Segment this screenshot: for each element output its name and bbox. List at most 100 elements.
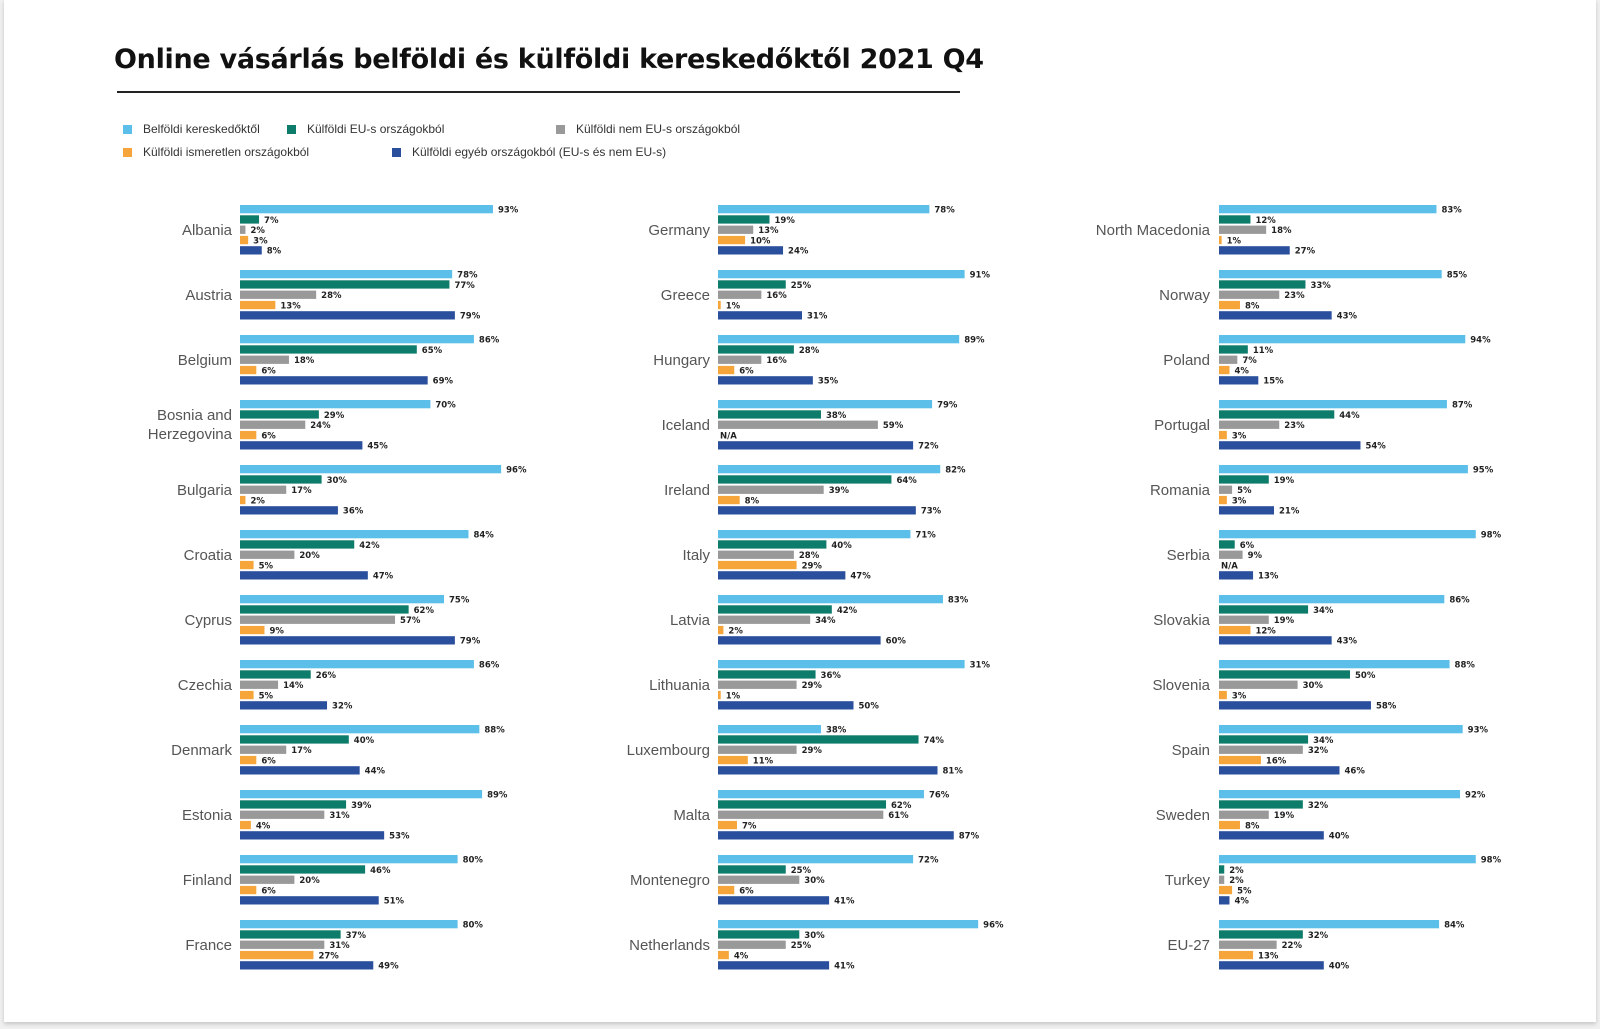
country-label-greece: Greece <box>661 287 710 304</box>
bar-bosnia-and-herzegovina-other <box>240 441 363 450</box>
bar-italy-other <box>718 571 846 580</box>
bar-albania-non_eu <box>240 225 246 234</box>
bar-latvia-non_eu <box>718 615 811 624</box>
value-label-poland-eu: 11% <box>1253 346 1274 356</box>
bar-iceland-non_eu <box>718 420 878 429</box>
value-label-portugal-non_eu: 23% <box>1284 421 1305 431</box>
value-label-latvia-other: 60% <box>886 637 907 647</box>
value-label-bulgaria-non_eu: 17% <box>291 486 312 496</box>
legend-label-unknown: Külföldi ismeretlen országokból <box>143 145 310 159</box>
bar-albania-unknown <box>240 235 249 245</box>
value-label-austria-unknown: 13% <box>280 301 301 311</box>
bar-poland-domestic <box>1219 335 1466 344</box>
bar-luxembourg-domestic <box>718 725 821 734</box>
value-label-finland-non_eu: 20% <box>299 876 320 886</box>
value-label-bulgaria-eu: 30% <box>327 476 348 486</box>
bar-finland-unknown <box>240 885 257 895</box>
bar-czechia-other <box>240 701 328 710</box>
value-label-portugal-other: 54% <box>1365 442 1386 452</box>
country-label-cyprus: Cyprus <box>184 612 232 629</box>
value-label-malta-domestic: 76% <box>929 791 950 801</box>
value-label-czechia-eu: 26% <box>316 671 337 681</box>
bar-france-eu <box>240 930 341 939</box>
bar-bulgaria-non_eu <box>240 485 287 494</box>
value-label-hungary-eu: 28% <box>799 346 820 356</box>
value-label-bulgaria-domestic: 96% <box>506 466 527 476</box>
value-label-denmark-unknown: 6% <box>261 756 276 766</box>
bar-finland-eu <box>240 865 366 874</box>
value-label-estonia-other: 53% <box>389 832 410 842</box>
bar-portugal-unknown <box>1219 430 1227 440</box>
bar-netherlands-other <box>718 961 830 970</box>
value-label-serbia-non_eu: 9% <box>1248 551 1263 561</box>
bar-slovenia-domestic <box>1219 660 1450 669</box>
bar-bulgaria-unknown <box>240 495 246 505</box>
value-label-latvia-eu: 42% <box>837 606 858 616</box>
value-label-montenegro-eu: 25% <box>791 866 812 876</box>
value-label-germany-other: 24% <box>788 247 809 257</box>
value-label-sweden-eu: 32% <box>1308 801 1329 811</box>
bar-eu-27-eu <box>1219 930 1303 939</box>
bar-north-macedonia-other <box>1219 246 1290 255</box>
value-label-denmark-other: 44% <box>365 767 386 777</box>
country-label-turkey: Turkey <box>1165 872 1211 889</box>
bar-estonia-other <box>240 831 385 840</box>
country-label-serbia: Serbia <box>1167 547 1211 564</box>
bar-finland-other <box>240 896 379 905</box>
country-label-croatia: Croatia <box>184 547 233 564</box>
bar-italy-non_eu <box>718 550 794 559</box>
bar-latvia-eu <box>718 605 832 614</box>
value-label-luxembourg-domestic: 38% <box>826 726 847 736</box>
bar-greece-non_eu <box>718 290 762 299</box>
value-label-france-non_eu: 31% <box>329 941 350 951</box>
value-label-north-macedonia-eu: 12% <box>1255 216 1276 226</box>
bar-france-domestic <box>240 920 458 929</box>
bar-bulgaria-domestic <box>240 465 502 474</box>
value-label-slovakia-unknown: 12% <box>1255 626 1276 636</box>
value-label-iceland-eu: 38% <box>826 411 847 421</box>
value-label-iceland-non_eu: 59% <box>883 421 904 431</box>
bar-greece-eu <box>718 280 786 289</box>
value-label-luxembourg-unknown: 11% <box>753 756 774 766</box>
bar-eu-27-non_eu <box>1219 940 1277 949</box>
bar-germany-other <box>718 246 784 255</box>
value-label-luxembourg-eu: 74% <box>924 736 945 746</box>
value-label-turkey-unknown: 5% <box>1237 886 1252 896</box>
bar-belgium-other <box>240 376 428 385</box>
value-label-poland-non_eu: 7% <box>1242 356 1257 366</box>
bar-cyprus-eu <box>240 605 409 614</box>
value-label-slovakia-eu: 34% <box>1313 606 1334 616</box>
bar-luxembourg-non_eu <box>718 745 797 754</box>
value-label-bosnia-and-herzegovina-unknown: 6% <box>261 431 276 441</box>
value-label-latvia-unknown: 2% <box>728 626 743 636</box>
value-label-luxembourg-other: 81% <box>943 767 964 777</box>
bar-slovakia-eu <box>1219 605 1309 614</box>
legend-swatch-eu <box>287 124 296 134</box>
bar-north-macedonia-non_eu <box>1219 225 1267 234</box>
bar-netherlands-domestic <box>718 920 979 929</box>
value-label-norway-other: 43% <box>1337 312 1358 322</box>
value-label-portugal-unknown: 3% <box>1232 431 1247 441</box>
value-label-belgium-other: 69% <box>433 377 454 387</box>
bar-montenegro-eu <box>718 865 786 874</box>
country-label-luxembourg: Luxembourg <box>627 742 710 759</box>
bar-denmark-unknown <box>240 755 257 765</box>
value-label-bosnia-and-herzegovina-eu: 29% <box>324 411 345 421</box>
value-label-albania-non_eu: 2% <box>250 226 265 236</box>
value-label-malta-other: 87% <box>959 832 980 842</box>
value-label-norway-domestic: 85% <box>1447 271 1468 281</box>
bar-belgium-eu <box>240 345 417 354</box>
bar-bosnia-and-herzegovina-non_eu <box>240 420 306 429</box>
bar-luxembourg-other <box>718 766 938 775</box>
bar-austria-unknown <box>240 300 276 310</box>
value-label-north-macedonia-domestic: 83% <box>1441 206 1462 216</box>
country-label-slovakia: Slovakia <box>1153 612 1210 629</box>
bar-germany-domestic <box>718 205 930 214</box>
bar-finland-domestic <box>240 855 458 864</box>
value-label-turkey-domestic: 98% <box>1481 856 1502 866</box>
bar-sweden-eu <box>1219 800 1303 809</box>
bar-turkey-eu <box>1219 865 1225 874</box>
country-label-malta: Malta <box>673 807 710 824</box>
country-label-finland: Finland <box>183 872 232 889</box>
bar-hungary-non_eu <box>718 355 762 364</box>
